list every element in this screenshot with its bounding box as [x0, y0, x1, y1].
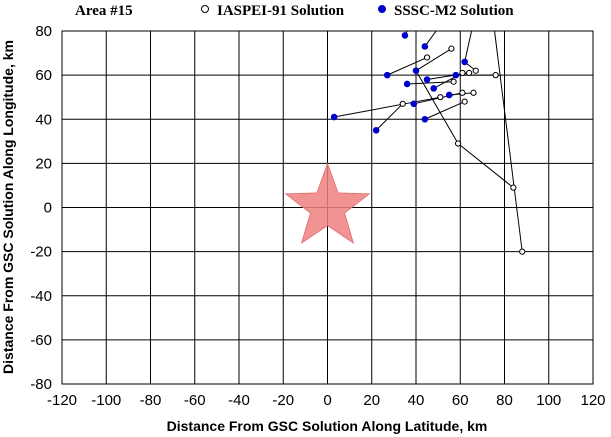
- sssc-point: [430, 85, 438, 92]
- sssc-point: [401, 32, 409, 39]
- x-tick-label: -100: [91, 392, 121, 409]
- y-tick-label: -20: [30, 244, 52, 261]
- sssc-point: [403, 80, 411, 88]
- sssc-point: [372, 126, 380, 134]
- y-tick-label: -80: [30, 376, 52, 393]
- iaspei-point: [459, 89, 466, 96]
- solution-link-line: [424, 101, 465, 120]
- solution-link-line: [387, 57, 428, 76]
- solution-link-line: [494, 31, 523, 252]
- solution-link-line: [415, 48, 452, 72]
- tick-labels: -120 -100 -80 -60 -40 -20 0 20 40 60 80 100 120 -80 -6…: [30, 23, 605, 409]
- solution-link-line: [407, 81, 454, 85]
- x-axis-title: Distance From GSC Solution Along Latitud…: [167, 418, 488, 434]
- x-tick-label: 100: [536, 392, 561, 409]
- y-tick-label: 80: [35, 23, 52, 40]
- x-tick-label: -120: [47, 392, 77, 409]
- iaspei-point: [519, 248, 526, 255]
- x-tick-label: -20: [272, 392, 294, 409]
- x-tick-label: 60: [452, 392, 469, 409]
- iaspei-point: [492, 72, 499, 79]
- data-points: [330, 32, 526, 255]
- y-tick-label: -40: [30, 288, 52, 305]
- iaspei-point: [466, 69, 473, 77]
- x-tick-label: 20: [363, 392, 380, 409]
- sssc-point: [452, 71, 460, 79]
- x-tick-label: 80: [496, 392, 513, 409]
- iaspei-point: [450, 78, 457, 85]
- x-tick-label: 40: [408, 392, 425, 409]
- sssc-point: [421, 43, 429, 50]
- x-tick-label: -40: [228, 392, 250, 409]
- y-tick-label: -60: [30, 332, 52, 349]
- x-tick-label: 120: [580, 392, 605, 409]
- x-tick-label: -80: [140, 392, 162, 409]
- sssc-point: [330, 113, 338, 121]
- sssc-point: [421, 115, 429, 123]
- solution-link-line: [334, 96, 441, 118]
- sssc-point: [383, 71, 391, 79]
- x-tick-label: -60: [184, 392, 206, 409]
- iaspei-point: [399, 100, 406, 107]
- solution-link-line: [424, 31, 437, 47]
- iaspei-point: [461, 98, 468, 105]
- solution-link-line: [415, 70, 459, 144]
- legend-marker-iaspei: [201, 5, 209, 13]
- chart-title: Area #15: [75, 3, 133, 19]
- legend-marker-sssc: [378, 5, 386, 13]
- iaspei-point: [510, 184, 517, 191]
- sssc-point: [461, 58, 468, 66]
- iaspei-point: [454, 140, 462, 147]
- iaspei-point: [423, 54, 431, 61]
- iaspei-point: [470, 89, 477, 96]
- x-tick-label: 0: [323, 392, 331, 409]
- gsc-solution-star-icon: [284, 162, 371, 245]
- sssc-point: [423, 76, 431, 83]
- solution-link-line: [375, 103, 404, 131]
- iaspei-point: [448, 45, 455, 52]
- y-axis-title: Distance From GSC Solution Along Longitu…: [0, 40, 16, 374]
- reference-layer: [284, 162, 371, 245]
- y-tick-label: 20: [35, 155, 52, 172]
- iaspei-point: [472, 67, 479, 74]
- solution-link-line: [464, 31, 473, 62]
- sssc-point: [412, 67, 420, 75]
- legend-label-sssc: SSSC-M2 Solution: [394, 3, 514, 19]
- iaspei-point: [459, 69, 466, 77]
- y-tick-label: 40: [35, 111, 52, 128]
- plot-frame: [61, 30, 594, 385]
- sssc-point: [410, 100, 418, 108]
- solution-link-line: [457, 143, 514, 189]
- y-tick-label: 60: [35, 67, 52, 84]
- iaspei-point: [437, 94, 444, 101]
- legend-label-iaspei: IASPEI-91 Solution: [217, 3, 345, 19]
- y-tick-label: 0: [44, 200, 52, 217]
- legend: IASPEI-91 Solution SSSC-M2 Solution: [201, 3, 514, 19]
- sssc-point: [445, 91, 453, 99]
